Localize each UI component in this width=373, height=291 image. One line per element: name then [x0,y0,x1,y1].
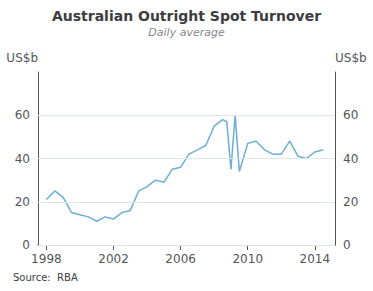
svg-text:0: 0 [22,238,30,252]
svg-text:Source: RBA: Source: RBA [13,272,78,283]
svg-text:40: 40 [15,152,30,166]
svg-text:20: 20 [343,195,358,209]
svg-text:60: 60 [15,108,30,122]
svg-text:20: 20 [15,195,30,209]
svg-text:Daily average: Daily average [148,26,225,39]
svg-text:0: 0 [343,238,351,252]
svg-text:US$b: US$b [335,51,367,65]
svg-text:2010: 2010 [232,252,263,266]
svg-text:60: 60 [343,108,358,122]
svg-text:2006: 2006 [165,252,196,266]
svg-text:US$b: US$b [6,51,38,65]
svg-text:40: 40 [343,152,358,166]
svg-text:2002: 2002 [98,252,129,266]
svg-text:2014: 2014 [300,252,331,266]
svg-text:Australian Outright Spot Turno: Australian Outright Spot Turnover [52,8,321,24]
svg-text:1998: 1998 [31,252,62,266]
